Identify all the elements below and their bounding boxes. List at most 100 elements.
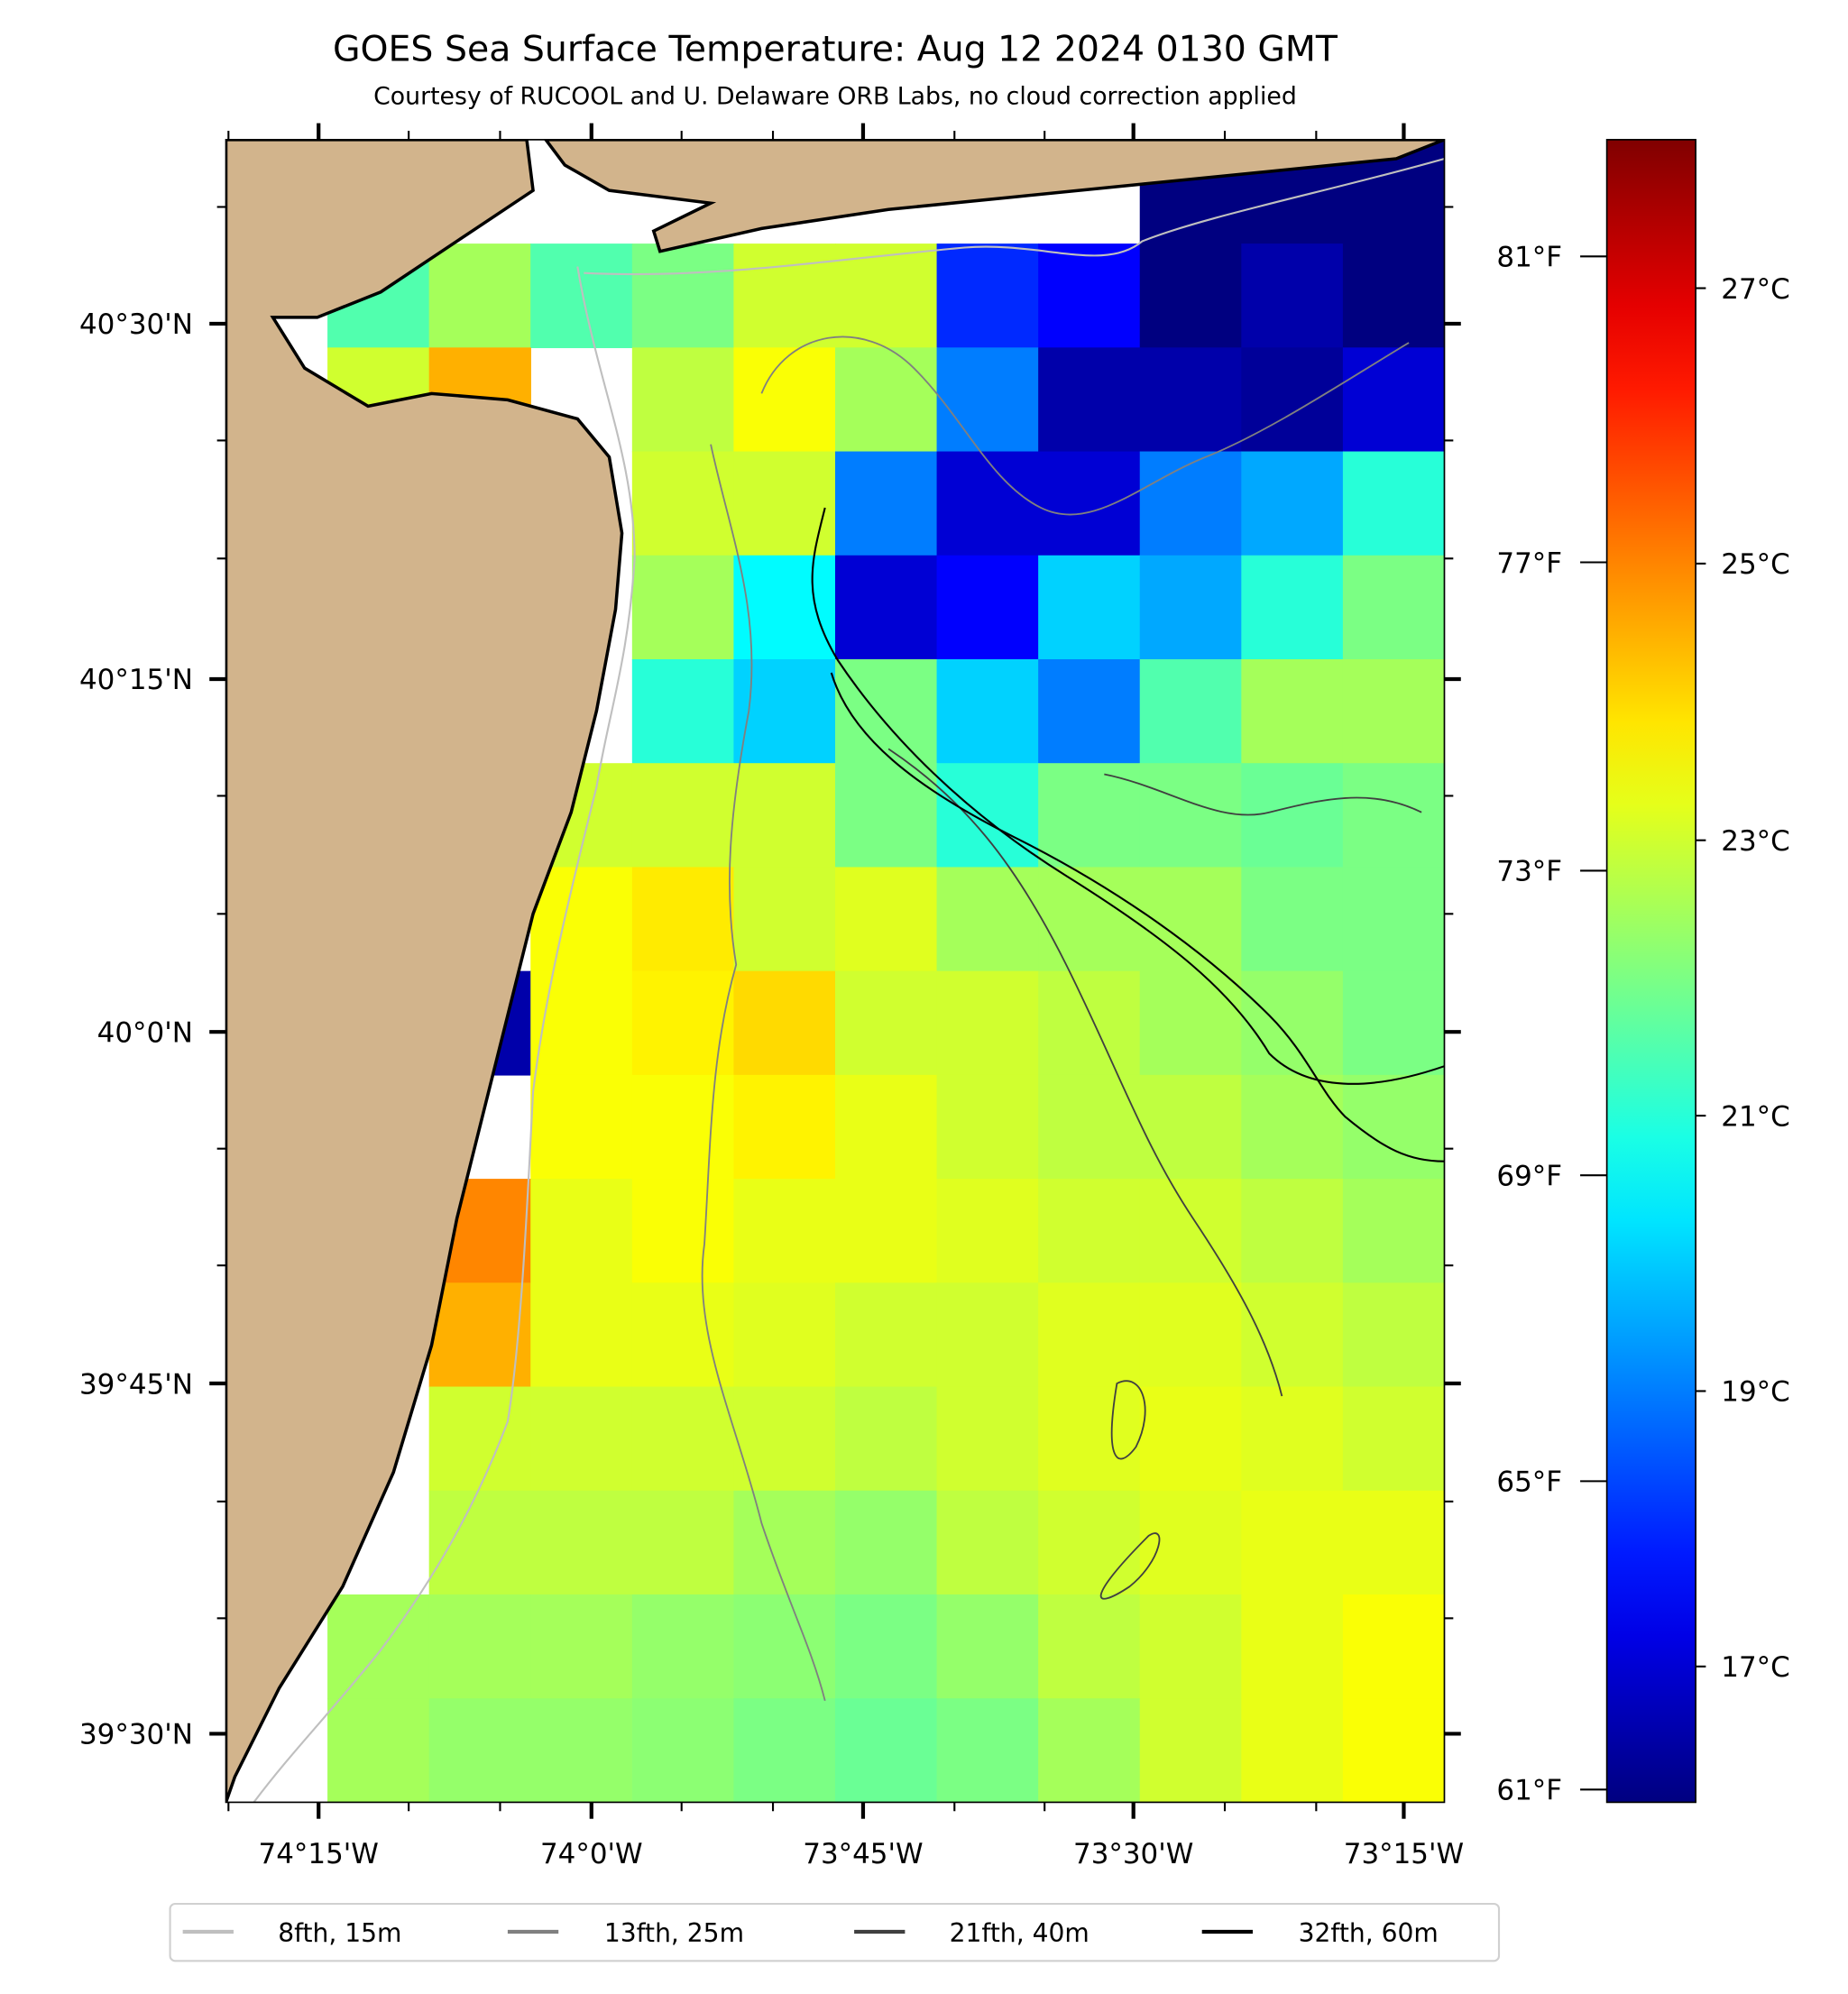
lat-tick-labels: 40°30'N 40°15'N 40°0'N 39°45'N 39°30'N xyxy=(79,308,193,1750)
sst-cell xyxy=(733,244,836,349)
figure-title: GOES Sea Surface Temperature: Aug 12 202… xyxy=(333,29,1338,70)
sst-cell xyxy=(1241,244,1344,349)
sst-cell xyxy=(936,658,1039,764)
sst-cell xyxy=(936,867,1039,972)
sst-cell xyxy=(1241,970,1344,1076)
sst-cell xyxy=(1342,1179,1445,1284)
lon-label: 74°15'W xyxy=(259,1838,379,1870)
figure-subtitle: Courtesy of RUCOOL and U. Delaware ORB L… xyxy=(373,82,1297,110)
sst-cell xyxy=(733,763,836,868)
fahrenheit-label: 65°F xyxy=(1496,1466,1562,1499)
sst-cell xyxy=(936,347,1039,453)
sst-cell xyxy=(936,1179,1039,1284)
sst-cell xyxy=(1342,867,1445,972)
sst-cell xyxy=(1139,763,1243,868)
sst-cell xyxy=(1342,244,1445,349)
sst-cell xyxy=(1139,867,1243,972)
sst-cell xyxy=(1139,555,1243,660)
sst-cell xyxy=(631,763,735,868)
sst-cell xyxy=(631,244,735,349)
sst-cell xyxy=(631,555,735,660)
sst-cell xyxy=(530,867,633,972)
sst-cell xyxy=(1038,1386,1141,1492)
lon-label: 73°15'W xyxy=(1344,1838,1464,1870)
contour-60m-b xyxy=(830,672,1445,1162)
sst-cell xyxy=(1038,1074,1141,1180)
legend-box xyxy=(169,1902,1501,1962)
legend: 8fth, 15m 13fth, 25m 21fth, 40m 32fth, 6… xyxy=(169,1902,1501,1962)
sst-cell xyxy=(834,763,938,868)
celsius-ticks xyxy=(1696,287,1706,1668)
land-new-jersey xyxy=(225,139,624,1803)
sst-cell xyxy=(936,970,1039,1076)
sst-cell xyxy=(733,1074,836,1180)
sst-cell xyxy=(834,1698,938,1803)
celsius-label: 27°C xyxy=(1721,273,1789,306)
sst-cell xyxy=(428,1698,531,1803)
contour-60m-a xyxy=(811,507,1445,1085)
fahrenheit-label: 61°F xyxy=(1496,1775,1562,1807)
sst-cell xyxy=(1139,1490,1243,1595)
sst-cell xyxy=(1139,1594,1243,1699)
sst-cell xyxy=(834,1282,938,1388)
fahrenheit-label: 77°F xyxy=(1496,547,1562,580)
sst-cell xyxy=(1241,451,1344,556)
sst-cell xyxy=(733,1282,836,1388)
map[interactable] xyxy=(225,139,1445,1803)
sst-cell xyxy=(733,347,836,453)
sst-cell xyxy=(530,1698,633,1803)
sst-cell xyxy=(1139,347,1243,453)
legend-label: 8fth, 15m xyxy=(278,1918,401,1948)
sst-cell xyxy=(834,347,938,453)
sst-cell xyxy=(1038,867,1141,972)
sst-cell xyxy=(733,1594,836,1699)
sst-cell xyxy=(530,1490,633,1595)
sst-cell xyxy=(1139,1074,1243,1180)
sst-grid xyxy=(327,139,1445,1803)
sst-cell xyxy=(733,1386,836,1492)
sst-cell xyxy=(530,1386,633,1492)
sst-cell xyxy=(834,1386,938,1492)
sst-cell xyxy=(428,1282,531,1388)
sst-cell xyxy=(530,970,633,1076)
sst-cell xyxy=(1241,658,1344,764)
legend-label: 32fth, 60m xyxy=(1299,1918,1439,1948)
sst-cell xyxy=(1038,1179,1141,1284)
sst-cell xyxy=(834,658,938,764)
sst-cell xyxy=(1038,763,1141,868)
contour-40m-b xyxy=(1099,773,1422,1600)
sst-cell xyxy=(1038,244,1141,349)
sst-cell xyxy=(1139,1386,1243,1492)
sst-cell xyxy=(733,1490,836,1595)
sst-cell xyxy=(1241,1698,1344,1803)
sst-cell xyxy=(1342,347,1445,453)
sst-cell xyxy=(631,658,735,764)
sst-cell xyxy=(1139,1282,1243,1388)
sst-cell xyxy=(1241,1594,1344,1699)
sst-cell xyxy=(1241,1074,1344,1180)
sst-cell xyxy=(733,658,836,764)
contour-15m-ll xyxy=(584,157,1445,276)
sst-cell xyxy=(834,451,938,556)
sst-cell xyxy=(936,1594,1039,1699)
sst-cell xyxy=(834,1594,938,1699)
sst-cell xyxy=(1038,1282,1141,1388)
lat-label: 40°15'N xyxy=(79,664,193,696)
fahrenheit-label: 69°F xyxy=(1496,1160,1562,1192)
sst-cell xyxy=(1038,451,1141,556)
sst-cell xyxy=(327,1594,430,1699)
fahrenheit-label: 81°F xyxy=(1496,242,1562,274)
fahrenheit-labels: 81°F 77°F 73°F 69°F 65°F 61°F xyxy=(1496,242,1562,1807)
axis-ticks xyxy=(209,123,1461,1819)
sst-cell xyxy=(1139,244,1243,349)
sst-cell xyxy=(631,1282,735,1388)
sst-cell xyxy=(428,244,531,349)
sst-cell xyxy=(834,555,938,660)
lon-label: 73°45'W xyxy=(803,1838,923,1870)
sst-cell xyxy=(1342,451,1445,556)
sst-cell xyxy=(1038,347,1141,453)
sst-cell xyxy=(631,1698,735,1803)
contour-25m xyxy=(701,444,826,1702)
sst-cell xyxy=(936,1490,1039,1595)
lon-label: 74°0'W xyxy=(540,1838,643,1870)
